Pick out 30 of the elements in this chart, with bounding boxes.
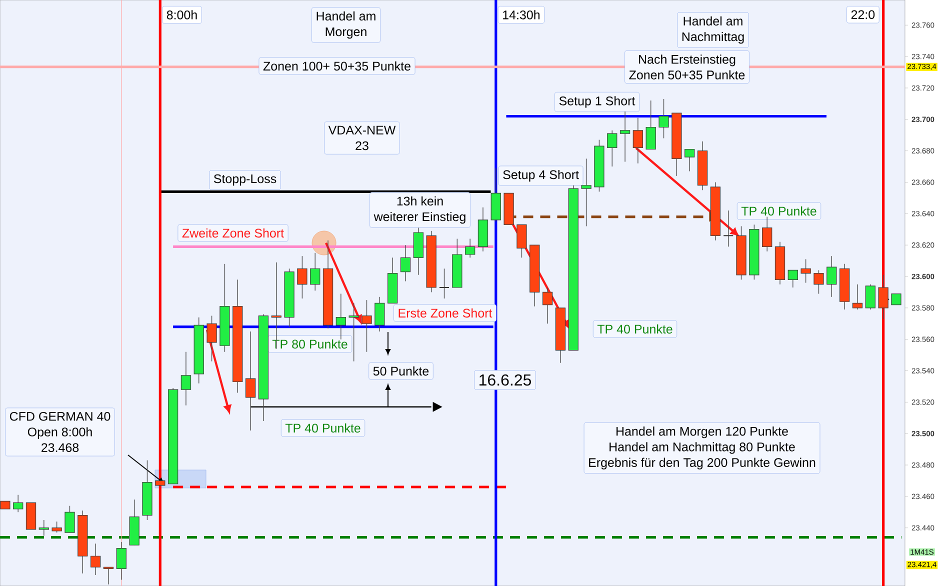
annotation: 16.6.25 <box>480 374 532 386</box>
annotation: 13h kein <box>397 196 443 206</box>
annotation: TP 40 Punkte <box>741 206 816 216</box>
annotation: Nach Ersteinstieg <box>639 54 736 66</box>
annotation: Nachmittag <box>682 32 744 44</box>
annotation: TP 40 Punkte <box>285 423 360 433</box>
ref-line-label: 8:00h <box>166 10 197 20</box>
annotation: CFD GERMAN 40 <box>10 412 110 421</box>
annotation: Setup 1 Short <box>559 96 636 108</box>
annotation: Open 8:00h <box>28 427 92 439</box>
annotation: Morgen <box>326 27 366 39</box>
annotation: Handel am Nachmittag 80 Punkte <box>610 442 795 454</box>
annotation: 23.468 <box>42 443 79 452</box>
annotation: Ergebnis für den Tag 200 Punkte Gewinn <box>589 458 816 470</box>
ref-line-label: 14:30h <box>503 10 540 20</box>
annotation: Zweite Zone Short <box>182 228 284 238</box>
annotation: Erste Zone Short <box>398 308 492 318</box>
ref-line-label: 22:0 <box>851 10 875 20</box>
annotation: Zonen 50+35 Punkte <box>629 70 745 80</box>
annotation: Zonen 100+ 50+35 Punkte <box>263 61 410 71</box>
annotation: Setup 4 Short <box>503 170 579 182</box>
annotation: Handel am Morgen 120 Punkte <box>616 426 788 438</box>
annotation: Handel am <box>684 16 742 26</box>
annotation: VDAX-NEW <box>328 126 396 134</box>
annotation: 50 Punkte <box>373 366 429 376</box>
annotation: Handel am <box>316 11 376 21</box>
annotation: TP 40 Punkte <box>597 324 672 334</box>
annotation: Stopp-Loss <box>214 174 276 186</box>
annotation: 23 <box>356 141 368 150</box>
annotation: weiterer Einstieg <box>374 212 466 224</box>
